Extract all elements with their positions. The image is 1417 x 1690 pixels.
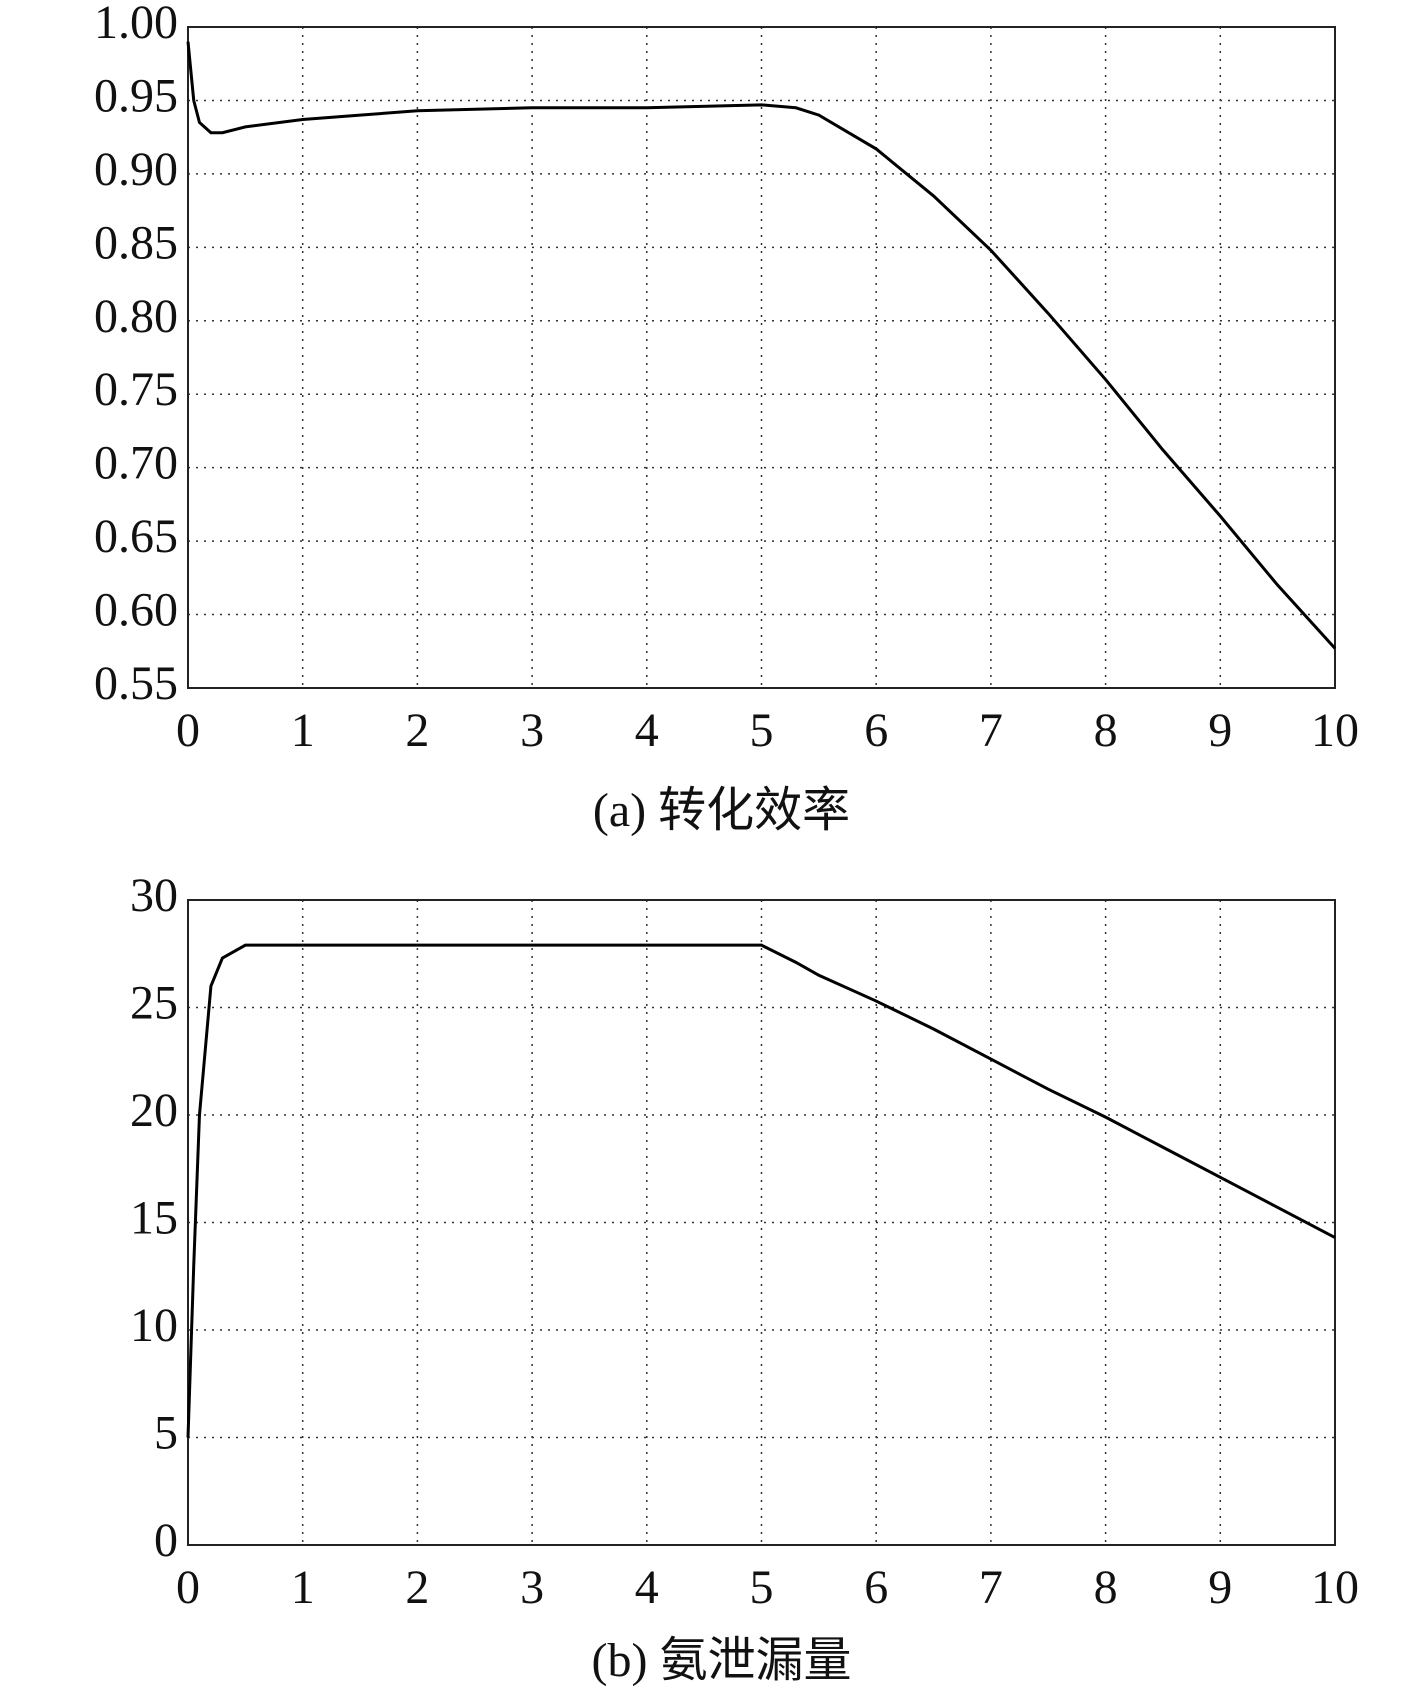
y-tick-label: 0.65 [94, 510, 178, 563]
x-tick-label: 3 [520, 704, 544, 757]
x-tick-label: 7 [979, 1561, 1003, 1614]
y-tick-label: 20 [130, 1084, 178, 1137]
x-tick-label: 4 [635, 1561, 659, 1614]
y-tick-label: 0.95 [94, 69, 178, 122]
line-series [186, 943, 1336, 1438]
x-tick-label: 6 [864, 704, 888, 757]
y-tick-label: 15 [130, 1192, 178, 1245]
y-tick-label: 0.75 [94, 363, 178, 416]
y-tick-label: 0.80 [94, 290, 178, 343]
x-tick-label: 1 [291, 704, 315, 757]
y-tick-label: 5 [154, 1407, 178, 1460]
x-tick-label: 1 [291, 1561, 315, 1614]
y-tick-label: 25 [130, 977, 178, 1030]
x-tick-label: 5 [750, 1561, 774, 1614]
plot-frame [187, 899, 1336, 1546]
x-tick-label: 0 [176, 1561, 200, 1614]
y-tick-label: 1.00 [94, 0, 178, 49]
plot-frame [187, 26, 1336, 689]
x-tick-label: 0 [176, 704, 200, 757]
chart-caption: (a) 转化效率 [593, 784, 850, 837]
x-tick-label: 2 [405, 1561, 429, 1614]
y-tick-label: 0 [154, 1514, 178, 1567]
x-tick-label: 8 [1094, 1561, 1118, 1614]
x-tick-label: 4 [635, 704, 659, 757]
x-tick-label: 2 [405, 704, 429, 757]
x-tick-label: 6 [864, 1561, 888, 1614]
chart-caption: (b) 氨泄漏量 [592, 1634, 852, 1687]
x-tick-label: 9 [1208, 1561, 1232, 1614]
y-tick-label: 0.55 [94, 657, 178, 710]
x-tick-label: 10 [1311, 1561, 1359, 1614]
x-tick-label: 5 [750, 704, 774, 757]
x-tick-label: 9 [1208, 704, 1232, 757]
line-series [186, 41, 1337, 650]
y-tick-label: 0.60 [94, 584, 178, 637]
x-tick-label: 8 [1094, 704, 1118, 757]
y-tick-label: 0.85 [94, 216, 178, 269]
y-tick-label: 10 [130, 1299, 178, 1352]
y-tick-label: 30 [130, 869, 178, 922]
y-tick-label: 0.70 [94, 437, 178, 490]
x-tick-label: 7 [979, 704, 1003, 757]
x-tick-label: 3 [520, 1561, 544, 1614]
y-tick-label: 0.90 [94, 143, 178, 196]
x-tick-label: 10 [1311, 704, 1359, 757]
